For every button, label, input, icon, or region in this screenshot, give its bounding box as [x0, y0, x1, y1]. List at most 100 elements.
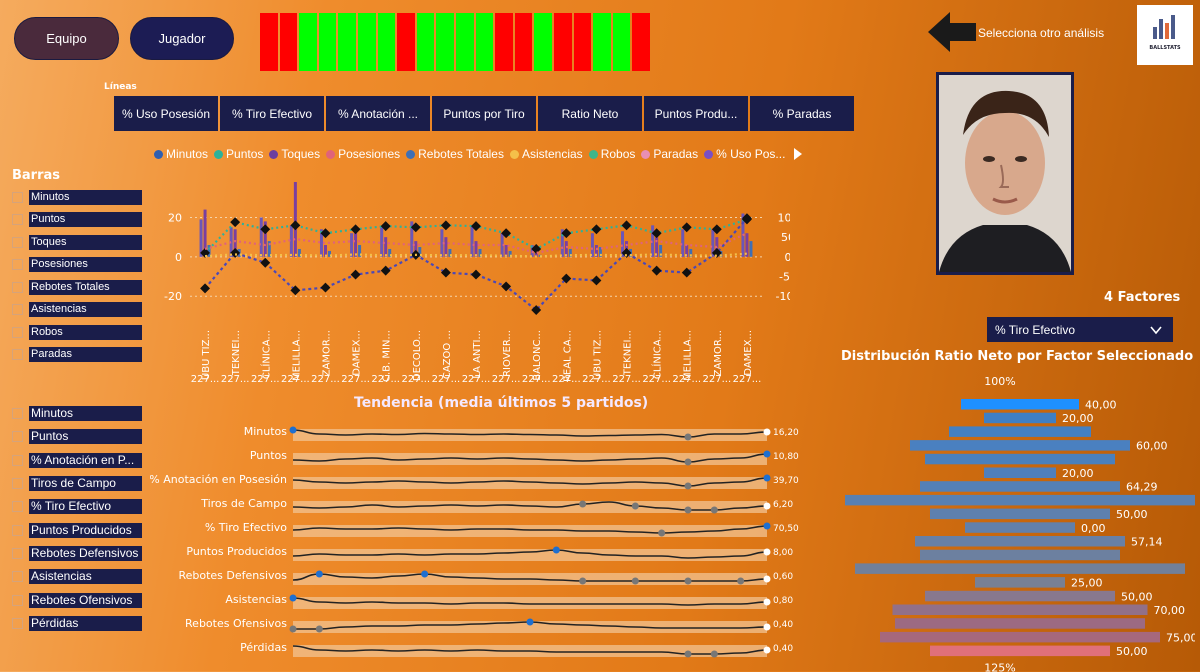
checkbox-label: Minutos	[29, 406, 142, 422]
legend-item[interactable]: Posesiones	[326, 147, 400, 161]
bar-mark	[229, 227, 233, 257]
sparkline	[292, 549, 768, 559]
bar-mark	[414, 241, 418, 257]
line-metric-button[interactable]: % Tiro Efectivo	[220, 96, 324, 131]
checkbox[interactable]	[12, 326, 23, 338]
checkbox-row[interactable]: Toques	[12, 231, 142, 254]
checkbox[interactable]	[12, 454, 23, 466]
checkbox[interactable]	[12, 524, 23, 536]
bar-mark	[319, 229, 323, 257]
checkbox-row[interactable]: Asistencias	[12, 299, 142, 322]
checkbox-row[interactable]: Puntos Producidos	[12, 518, 142, 541]
checkbox-row[interactable]: Tiros de Campo	[12, 472, 142, 495]
checkbox-row[interactable]: Posesiones	[12, 254, 142, 277]
sparkline-point	[763, 575, 771, 583]
trend-row-value: 8,00	[773, 548, 793, 558]
checkbox-row[interactable]: % Tiro Efectivo	[12, 495, 142, 518]
checkbox[interactable]	[12, 281, 23, 293]
bar-mark	[350, 233, 354, 257]
line-metric-button[interactable]: % Anotación ...	[326, 96, 430, 131]
bar-mark	[478, 248, 482, 257]
checkbox[interactable]	[12, 617, 23, 629]
bar-mark	[358, 245, 362, 257]
line-metric-button[interactable]: Ratio Neto	[538, 96, 642, 131]
category-sublabel: 227...	[582, 374, 611, 385]
funnel-bar	[961, 399, 1079, 410]
sparkline-point	[315, 625, 323, 633]
legend-item[interactable]: Paradas	[641, 147, 698, 161]
trend-row-value: 0,40	[773, 620, 793, 630]
legend-item[interactable]: Robos	[588, 147, 635, 161]
funnel-bar	[920, 481, 1120, 492]
checkbox-row[interactable]: Rebotes Ofensivos	[12, 588, 142, 611]
checkbox[interactable]	[12, 547, 23, 559]
y-left-tick: 20	[168, 211, 182, 224]
legend-item[interactable]: Asistencias	[509, 147, 583, 161]
category-label: CAZOO ...	[442, 330, 453, 379]
checkbox-row[interactable]: % Anotación en P...	[12, 449, 142, 472]
checkbox[interactable]	[12, 501, 23, 513]
result-block	[416, 13, 435, 71]
checkbox[interactable]	[12, 349, 23, 361]
player-button[interactable]: Jugador	[130, 17, 234, 60]
category-label: BALONC...	[532, 330, 543, 381]
checkbox[interactable]	[12, 236, 23, 248]
trend-row-value: 16,20	[773, 428, 799, 438]
legend-dot-icon	[588, 149, 598, 159]
point-mark	[531, 305, 542, 315]
checkbox-label: Tiros de Campo	[29, 476, 142, 492]
factor-dropdown[interactable]: % Tiro Efectivo	[987, 317, 1173, 342]
checkbox-row[interactable]: Rebotes Defensivos	[12, 542, 142, 565]
select-other-analysis-link[interactable]: Selecciona otro análisis	[978, 26, 1105, 40]
legend-item[interactable]: % Uso Pos...	[704, 147, 785, 161]
checkbox-row[interactable]: Puntos	[12, 209, 142, 232]
point-mark	[230, 217, 241, 228]
point-mark	[380, 265, 391, 276]
checkbox-label: Rebotes Defensivos	[29, 545, 142, 561]
bar-mark	[199, 219, 203, 257]
funnel-bar-label: 57,14	[1131, 536, 1163, 549]
legend-item[interactable]: Puntos	[214, 147, 263, 161]
funnel-bar-label: 0,00	[1081, 522, 1106, 535]
funnel-bar-label: 50,00	[1116, 508, 1148, 521]
team-button[interactable]: Equipo	[14, 17, 119, 60]
legend-item[interactable]: Rebotes Totales	[406, 147, 504, 161]
funnel-bar-label: 64,29	[1126, 481, 1158, 494]
checkbox[interactable]	[12, 478, 23, 490]
checkbox[interactable]	[12, 594, 23, 606]
checkbox-row[interactable]: Asistencias	[12, 565, 142, 588]
trend-row-value: 0,80	[773, 596, 793, 606]
line-metric-button[interactable]: % Paradas	[750, 96, 854, 131]
checkbox-row[interactable]: Minutos	[12, 186, 142, 209]
checkbox-row[interactable]: Rebotes Totales	[12, 276, 142, 299]
legend-item[interactable]: Toques	[269, 147, 320, 161]
trend-row-label: % Tiro Efectivo	[205, 521, 287, 534]
checkbox-row[interactable]: Paradas	[12, 344, 142, 367]
checkbox-label: Minutos	[29, 189, 142, 205]
line-metric-button[interactable]: % Uso Posesión	[114, 96, 218, 131]
funnel-bar	[984, 412, 1056, 424]
checkbox[interactable]	[12, 431, 23, 443]
checkbox[interactable]	[12, 304, 23, 316]
trend-row-value: 70,50	[773, 524, 799, 534]
line-metric-button[interactable]: Puntos por Tiro	[432, 96, 536, 131]
bar-mark	[327, 250, 331, 257]
checkbox-row[interactable]: Robos	[12, 321, 142, 344]
legend-item[interactable]: Minutos	[154, 147, 208, 161]
checkbox[interactable]	[12, 571, 23, 583]
checkbox[interactable]	[12, 214, 23, 226]
checkbox[interactable]	[12, 408, 23, 420]
checkbox-row[interactable]: Minutos	[12, 402, 142, 425]
checkbox-row[interactable]: Puntos	[12, 425, 142, 448]
arrow-left-icon[interactable]	[928, 12, 976, 52]
funnel-bar-label: 75,00	[1166, 631, 1195, 644]
bar-mark	[297, 248, 301, 257]
legend-dot-icon	[214, 149, 224, 159]
category-sublabel: 227...	[672, 374, 701, 385]
checkbox[interactable]	[12, 259, 23, 271]
checkbox[interactable]	[12, 191, 23, 203]
checkbox-row[interactable]: Pérdidas	[12, 612, 142, 635]
line-metric-button[interactable]: Puntos Produ...	[644, 96, 748, 131]
trend-checkbox-list: Minutos Puntos % Anotación en P... Tiros de…	[12, 402, 142, 635]
chevron-right-icon[interactable]	[792, 147, 804, 164]
